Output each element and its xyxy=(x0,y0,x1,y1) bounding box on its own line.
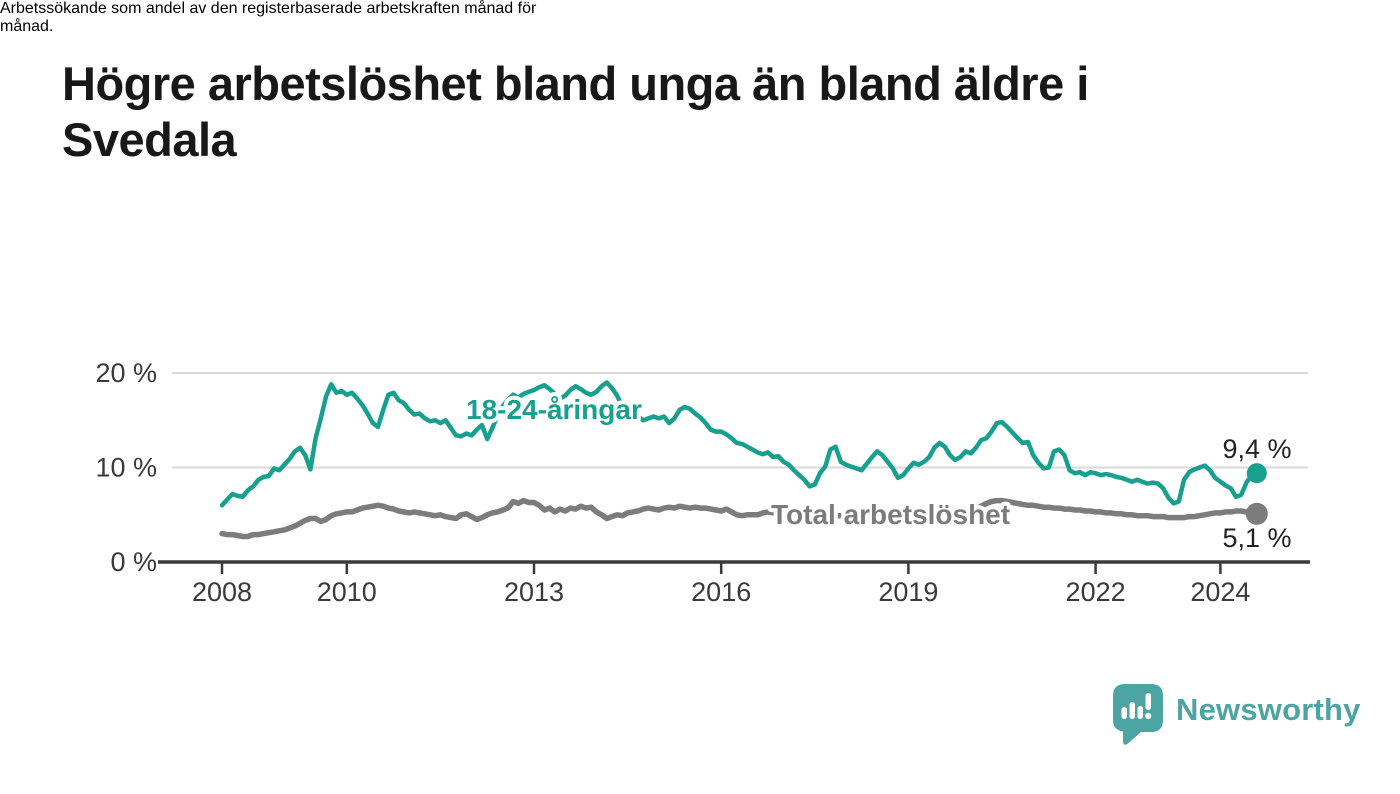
series-label-total: Total arbetslöshet xyxy=(771,499,1010,530)
page-subtitle-line-2: månad. xyxy=(0,18,54,35)
x-axis-label-2010: 2010 xyxy=(317,577,377,607)
x-axis-label-2019: 2019 xyxy=(878,577,938,607)
series-line-youth xyxy=(219,380,1260,508)
page-subtitle-line-1: Arbetssökande som andel av den registerb… xyxy=(0,0,537,17)
y-axis-label-20: 20 % xyxy=(95,358,157,388)
x-axis-label-2013: 2013 xyxy=(504,577,564,607)
series-end-value-total: 5,1 % xyxy=(1222,523,1291,553)
newsworthy-logo-text: Newsworthy xyxy=(1176,692,1361,727)
newsworthy-logo: Newsworthy xyxy=(1113,684,1361,746)
series-end-value-youth: 9,4 % xyxy=(1222,434,1291,464)
page-title: Högre arbetslöshet bland unga än bland ä… xyxy=(62,56,1089,168)
x-axis-label-2016: 2016 xyxy=(691,577,751,607)
y-axis-label-10: 10 % xyxy=(95,453,157,483)
series-label-youth: 18-24-åringar xyxy=(466,394,642,425)
page-title-line-1: Högre arbetslöshet bland unga än bland ä… xyxy=(62,57,1089,110)
series-end-dot-total xyxy=(1245,502,1268,525)
page-title-line-2: Svedala xyxy=(62,113,237,166)
y-axis-label-0: 0 % xyxy=(110,547,157,577)
x-axis-label-2008: 2008 xyxy=(192,577,252,607)
bar-chart-speech-bubble-icon xyxy=(1113,684,1163,745)
series-end-dot-youth xyxy=(1246,463,1267,484)
x-axis-label-2022: 2022 xyxy=(1066,577,1126,607)
x-axis-label-2024: 2024 xyxy=(1190,577,1250,607)
series-line-total xyxy=(219,497,1260,540)
